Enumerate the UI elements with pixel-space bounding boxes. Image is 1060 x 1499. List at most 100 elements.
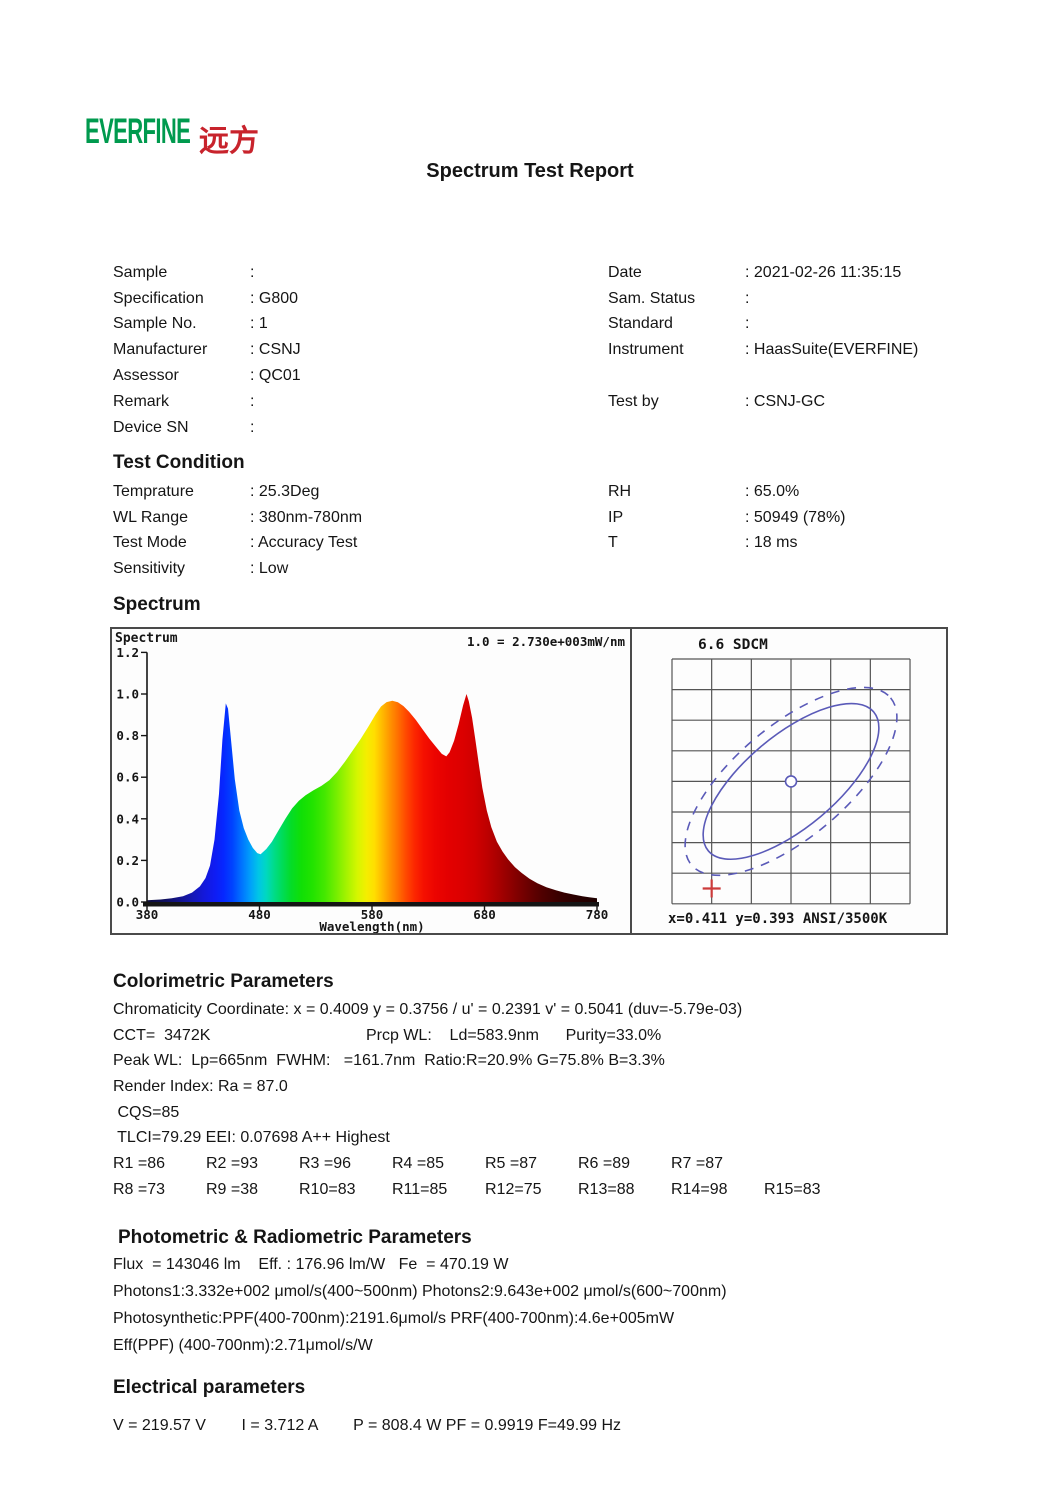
sample-info-row: Specification : G800 bbox=[113, 286, 603, 312]
test-condition-label: Test Mode bbox=[113, 534, 187, 552]
colorimetric-line: CCT= 3472K Prcp WL: Ld=583.9nm Purity=33… bbox=[113, 1026, 662, 1044]
sdcm-diagram: 6.6 SDCM x=0.411 y=0.393 ANSI/3500K bbox=[668, 637, 911, 927]
colorimetric-line: TLCI=79.29 EEI: 0.07698 A++ Highest bbox=[113, 1129, 390, 1147]
sample-info-row: Sample No. : 1 bbox=[113, 312, 603, 338]
section-heading-spectrum: Spectrum bbox=[113, 594, 201, 615]
sample-info-value: : bbox=[250, 392, 255, 410]
logo-cjk-text: 远方 bbox=[199, 125, 259, 158]
sdcm-caption: x=0.411 y=0.393 ANSI/3500K bbox=[668, 911, 888, 927]
sample-info-label: Sample bbox=[113, 263, 168, 281]
test-condition-row: IP : 50949 (78%) bbox=[608, 505, 1053, 531]
sample-info-row: Sample: bbox=[113, 260, 603, 286]
render-index-row: R1 =86 R2 =93 R3 =96 R4 =85 R5 =87 R6 =89 R7 =… bbox=[113, 1151, 993, 1177]
sample-info-label: Sample No. bbox=[113, 315, 197, 333]
sample-info-value: : bbox=[250, 418, 255, 436]
render-index-value: R3 =96 bbox=[299, 1155, 352, 1173]
sample-info-label: Test by bbox=[608, 392, 659, 410]
test-condition-label: IP bbox=[608, 508, 624, 526]
x-tick-label: 480 bbox=[248, 907, 271, 922]
sample-info-row: Manufacturer : CSNJ bbox=[113, 337, 603, 363]
section-heading-test-condition: Test Condition bbox=[113, 452, 245, 473]
sample-info-label: Device SN bbox=[113, 418, 189, 436]
sdcm-ellipse-solid bbox=[702, 702, 880, 861]
sample-info-row: Instrument: HaasSuite(EVERFINE) bbox=[608, 337, 1053, 363]
sample-info-row: Date : 2021-02-26 11:35:15 bbox=[608, 260, 1053, 286]
render-index-value: R6 =89 bbox=[578, 1155, 631, 1173]
sample-info-value: : CSNJ bbox=[250, 341, 301, 359]
chromaticity-center-marker bbox=[784, 775, 798, 788]
test-condition-row: Test Mode : Accuracy Test bbox=[113, 531, 603, 557]
render-index-value: R14=98 bbox=[671, 1180, 728, 1198]
section-heading-electrical: Electrical parameters bbox=[113, 1377, 306, 1398]
test-condition-value: : 65.0% bbox=[745, 482, 800, 500]
render-index-value: R8 =73 bbox=[113, 1180, 166, 1198]
sample-info-value: : CSNJ-GC bbox=[745, 392, 825, 410]
test-condition-label: Sensitivity bbox=[113, 560, 186, 578]
test-condition-row: Sensitivity: Low bbox=[113, 556, 603, 582]
spectrum-chart-box: 1.2 1.0 0.8 0.6 0.4 0.2 0.0 380 480 580 680 780 Wave… bbox=[110, 627, 948, 935]
render-index-value: R7 =87 bbox=[671, 1155, 724, 1173]
test-condition-row: T: 18 ms bbox=[608, 531, 1053, 557]
sample-info-value: : G800 bbox=[250, 289, 299, 307]
sample-info-row: Sam. Status: bbox=[608, 286, 1053, 312]
sample-info-row: Assessor: QC01 bbox=[113, 363, 603, 389]
render-index-row: R8 =73 R9 =38 R10=83 R11=85 R12=75 R13=88 R14=… bbox=[113, 1177, 993, 1203]
spectrum-plot-panel: 1.2 1.0 0.8 0.6 0.4 0.2 0.0 380 480 580 680 780 Wave… bbox=[112, 629, 630, 933]
everfine-logo: EVERFINE 远方 bbox=[85, 112, 305, 160]
sample-info-label: Manufacturer bbox=[113, 341, 208, 359]
y-tick-label: 0.0 bbox=[116, 895, 139, 910]
test-condition-label: T bbox=[608, 534, 618, 552]
render-index-value: R2 =93 bbox=[206, 1155, 259, 1173]
photometric-line: Photosynthetic:PPF(400-700nm):2191.6μmol… bbox=[113, 1310, 675, 1327]
sdcm-diagram-panel: 6.6 SDCM x=0.411 y=0.393 ANSI/3500K bbox=[630, 629, 946, 933]
sample-info-label: Remark bbox=[113, 392, 170, 410]
spectrum-corner-label: Spectrum bbox=[115, 631, 178, 646]
sample-info-value: : 2021-02-26 11:35:15 bbox=[745, 263, 902, 281]
test-condition-value: : 50949 (78%) bbox=[745, 508, 846, 526]
test-condition-label: WL Range bbox=[113, 508, 188, 526]
sample-info-value: : QC01 bbox=[250, 367, 301, 385]
spectrum-curve bbox=[147, 694, 597, 902]
test-condition-label: RH bbox=[608, 482, 632, 500]
test-condition-label: Temprature bbox=[113, 482, 194, 500]
test-condition-value: : Accuracy Test bbox=[250, 534, 358, 552]
test-condition-row: WL Range: 380nm-780nm bbox=[113, 505, 603, 531]
render-index-value: R12=75 bbox=[485, 1180, 542, 1198]
sample-info-right-column: Date: 2021-02-26 11:35:15 Sam. Status: Sta… bbox=[608, 260, 1053, 441]
page-title: Spectrum Test Report bbox=[426, 160, 634, 182]
test-condition-row: Temprature : 25.3Deg bbox=[113, 479, 603, 505]
sample-info-label: Specification bbox=[113, 289, 204, 307]
test-condition-left-column: Temprature : 25.3Deg WL Range: 380nm-780nm… bbox=[113, 479, 603, 582]
sample-info-row: Remark: bbox=[113, 389, 603, 415]
y-tick-label: 0.6 bbox=[116, 770, 139, 785]
render-index-value: R11=85 bbox=[392, 1180, 448, 1198]
sample-info-label: Date bbox=[608, 263, 642, 281]
photometric-line: Photons1:3.332e+002 μmol/s(400~500nm) Ph… bbox=[113, 1283, 727, 1300]
y-tick-label: 0.2 bbox=[116, 853, 139, 868]
sdcm-title: 6.6 SDCM bbox=[698, 637, 768, 653]
sample-info-label: Standard bbox=[608, 315, 673, 333]
sample-info-row: Standard: bbox=[608, 312, 1053, 338]
render-index-value: R15=83 bbox=[764, 1180, 821, 1198]
photometric-line: Eff(PPF) (400-700nm):2.71μmol/s/W bbox=[113, 1337, 373, 1354]
sample-info-left-column: Sample: Specification : G800 Sample No. : 1 M… bbox=[113, 260, 603, 441]
x-tick-label: 680 bbox=[473, 907, 496, 922]
section-heading-colorimetric: Colorimetric Parameters bbox=[113, 971, 334, 992]
y-tick-label: 1.2 bbox=[116, 645, 139, 660]
sample-info-value: : HaasSuite(EVERFINE) bbox=[745, 341, 919, 359]
photometric-parameters-block: Flux = 143046 lm Eff. : 176.96 lm/W Fe =… bbox=[113, 1251, 993, 1359]
sample-info-row: Test by : CSNJ-GC bbox=[608, 389, 1053, 415]
sample-info-value: : bbox=[745, 289, 750, 307]
logo-brand-text: EVERFINE bbox=[85, 112, 191, 151]
test-condition-row: RH : 65.0% bbox=[608, 479, 1053, 505]
sample-info-value: : 1 bbox=[250, 315, 268, 333]
test-condition-value: : 25.3Deg bbox=[250, 482, 320, 500]
x-axis bbox=[143, 902, 599, 907]
render-index-value: R13=88 bbox=[578, 1180, 635, 1198]
render-index-value: R4 =85 bbox=[392, 1155, 445, 1173]
electrical-line: V = 219.57 V I = 3.712 A P = 808.4 W PF … bbox=[113, 1417, 622, 1434]
y-tick-label: 0.8 bbox=[116, 728, 139, 743]
sample-info-value: : bbox=[745, 315, 750, 333]
section-heading-photometric: Photometric & Radiometric Parameters bbox=[118, 1227, 472, 1248]
